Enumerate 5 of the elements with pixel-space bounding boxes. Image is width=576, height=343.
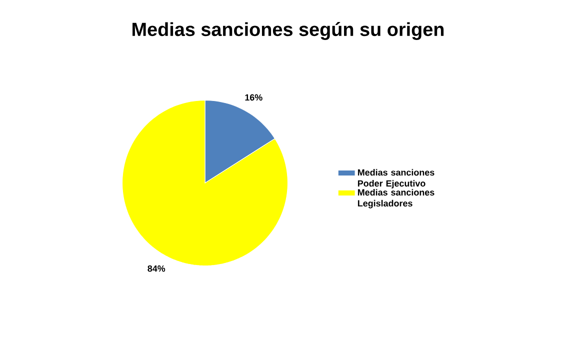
data-label: 16% (245, 94, 262, 101)
legend-label: Medias sanciones Poder Ejecutivo (358, 169, 434, 188)
chart-title: Medias sanciones según su origen (132, 22, 444, 40)
data-label: 84% (148, 265, 166, 272)
legend-label: Medias sanciones Legisladores (358, 188, 434, 208)
